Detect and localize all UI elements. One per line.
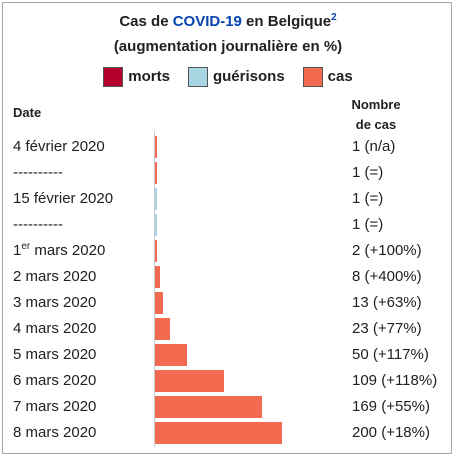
bar-guerisons: [155, 188, 157, 210]
row-count-label: 200 (+18%): [352, 424, 430, 441]
bar-cas: [155, 266, 161, 288]
bar-cas: [155, 344, 187, 366]
row-count-label: 169 (+55%): [352, 398, 430, 415]
row-date-label: 2 mars 2020: [13, 268, 97, 285]
row-date-label: ----------: [13, 164, 63, 181]
legend-item-morts: morts: [103, 66, 170, 88]
bar-cas: [155, 318, 170, 340]
header-count-line2: de cas: [355, 117, 397, 132]
row-count-label: 23 (+77%): [352, 320, 422, 337]
bar-cas: [155, 240, 157, 262]
bar-guerisons: [155, 214, 157, 236]
row-count-label: 109 (+118%): [352, 372, 438, 389]
legend-label-morts: morts: [128, 68, 170, 85]
legend-label-guerisons: guérisons: [212, 68, 285, 85]
footnote-link[interactable]: 2: [331, 12, 337, 23]
chart-subtitle: (augmentation journalière en %): [113, 38, 343, 55]
header-count: Nombre de cas: [340, 95, 412, 135]
row-date-label: 7 mars 2020: [13, 398, 97, 415]
row-date-label: 15 février 2020: [13, 190, 114, 207]
bar-cas: [155, 396, 263, 418]
row-date-label: 4 février 2020: [13, 138, 105, 155]
bar-cas: [155, 136, 157, 158]
bar-cas: [155, 292, 164, 314]
row-count-label: 50 (+117%): [352, 346, 429, 363]
title-prefix: Cas de: [119, 13, 173, 30]
chart-title: Cas de COVID-19 en Belgique2: [0, 12, 456, 32]
row-count-label: 13 (+63%): [352, 294, 422, 311]
legend-swatch-guerisons: [187, 67, 208, 87]
row-date-label: 8 mars 2020: [13, 424, 97, 441]
legend-item-guerisons: guérisons: [187, 66, 285, 88]
legend-item-cas: cas: [302, 66, 353, 88]
row-count-label: 1 (n/a): [352, 138, 396, 155]
row-date-label: 6 mars 2020: [13, 372, 97, 389]
legend: morts guérisons cas: [0, 66, 456, 88]
row-count-label: 2 (+100%): [352, 242, 422, 259]
row-date-label: 4 mars 2020: [13, 320, 97, 337]
header-count-line1: Nombre: [351, 97, 401, 112]
row-count-label: 8 (+400%): [352, 268, 422, 285]
row-date-label: 5 mars 2020: [13, 346, 97, 363]
covid-19-link[interactable]: COVID-19: [172, 13, 242, 30]
bar-cas: [155, 422, 282, 444]
header-date: Date: [13, 105, 42, 120]
legend-swatch-morts: [103, 67, 124, 87]
legend-label-cas: cas: [327, 68, 353, 85]
chart-frame: [2, 2, 452, 454]
row-count-label: 1 (=): [352, 190, 384, 207]
bar-axis: [154, 131, 155, 447]
row-count-label: 1 (=): [352, 164, 384, 181]
row-count-label: 1 (=): [352, 216, 384, 233]
bar-cas: [155, 370, 225, 392]
row-date-label: 1er mars 2020: [13, 241, 106, 260]
row-date-label: 3 mars 2020: [13, 294, 97, 311]
title-suffix: en Belgique: [241, 13, 332, 30]
legend-swatch-cas: [302, 67, 323, 87]
bar-cas: [155, 162, 157, 184]
row-date-label: ----------: [13, 216, 63, 233]
